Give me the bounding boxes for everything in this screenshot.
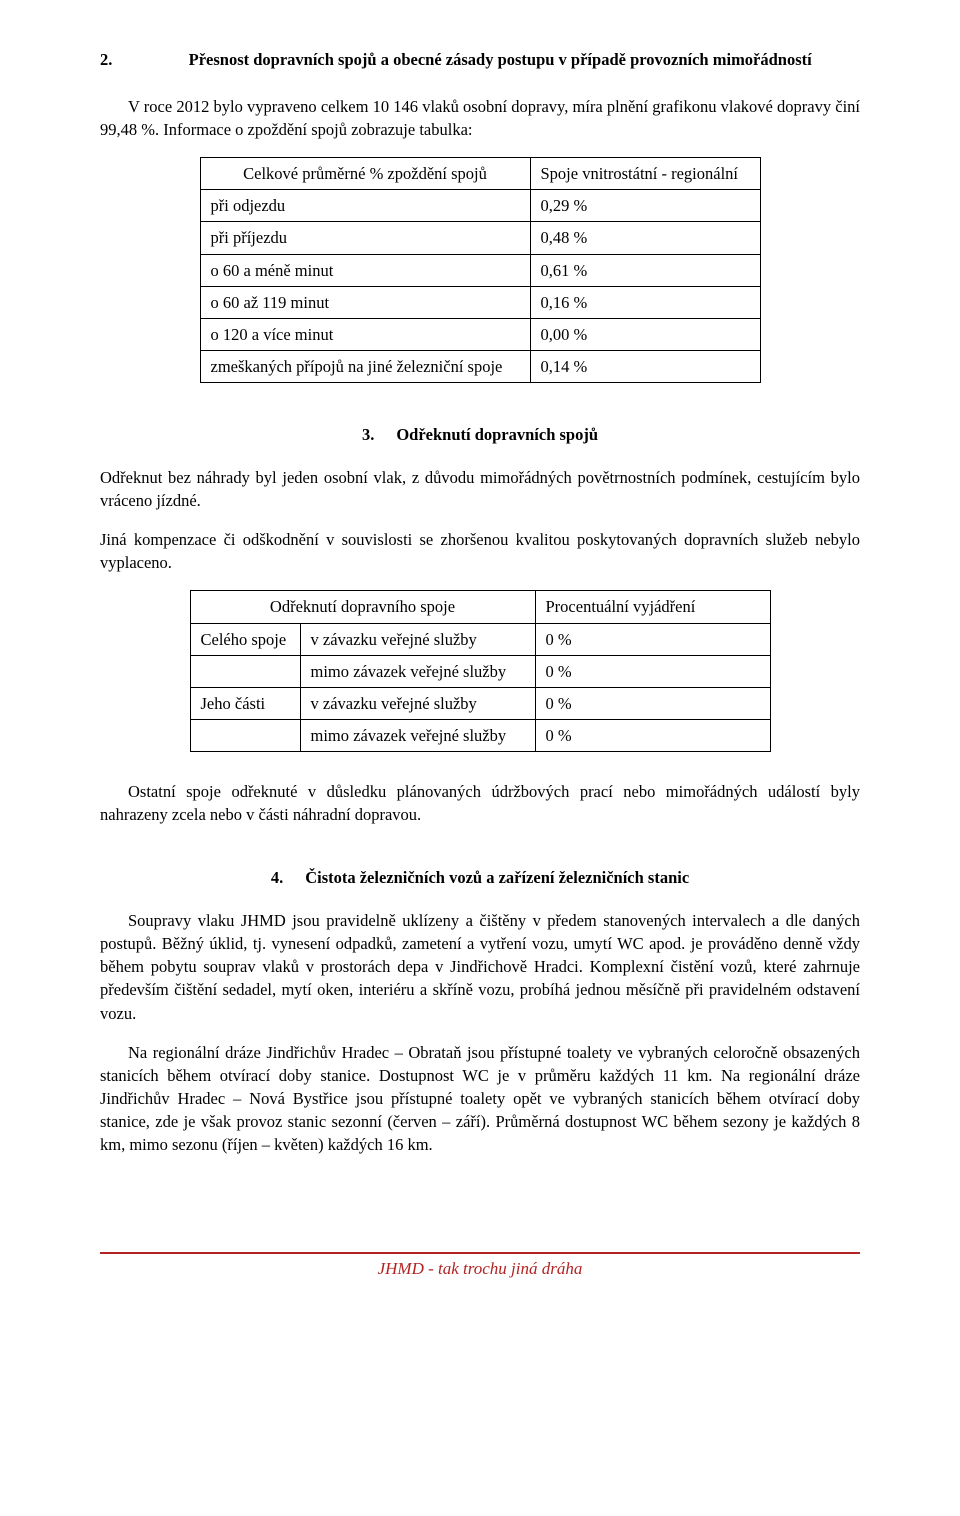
cancellation-table: Odřeknutí dopravního spoje Procentuální …	[190, 590, 771, 751]
table-row: zmeškaných přípojů na jiné železniční sp…	[200, 350, 760, 382]
delay-table-header-left: Celkové průměrné % zpoždění spojů	[200, 158, 530, 190]
section-3-paragraph-1: Odřeknut bez náhrady byl jeden osobní vl…	[100, 466, 860, 512]
table-row: Odřeknutí dopravního spoje Procentuální …	[190, 591, 770, 623]
section-2-heading: 2. Přesnost dopravních spojů a obecné zá…	[100, 48, 860, 71]
footer-text: JHMD - tak trochu jiná dráha	[378, 1259, 583, 1278]
cell: 0 %	[535, 687, 770, 719]
cell: v závazku veřejné služby	[300, 687, 535, 719]
cell-value: 0,16 %	[530, 286, 760, 318]
cell: 0 %	[535, 719, 770, 751]
table-row: mimo závazek veřejné služby 0 %	[190, 719, 770, 751]
cell: Celého spoje	[190, 623, 300, 655]
section-4-title: Čistota železničních vozů a zařízení žel…	[305, 866, 689, 889]
cell: 0 %	[535, 655, 770, 687]
delay-table-header-right: Spoje vnitrostátní - regionální	[530, 158, 760, 190]
cell-value: 0,61 %	[530, 254, 760, 286]
cell-value: 0,00 %	[530, 318, 760, 350]
section-4-heading: 4. Čistota železničních vozů a zařízení …	[100, 866, 860, 889]
cell: 0 %	[535, 623, 770, 655]
section-3-paragraph-2: Jiná kompenzace či odškodnění v souvislo…	[100, 528, 860, 574]
cell-label: zmeškaných přípojů na jiné železniční sp…	[200, 350, 530, 382]
table-row: mimo závazek veřejné služby 0 %	[190, 655, 770, 687]
table-row: Celého spoje v závazku veřejné služby 0 …	[190, 623, 770, 655]
cell	[190, 655, 300, 687]
cell-label: o 60 a méně minut	[200, 254, 530, 286]
table-row: Celkové průměrné % zpoždění spojů Spoje …	[200, 158, 760, 190]
cell: v závazku veřejné služby	[300, 623, 535, 655]
table-row: při příjezdu 0,48 %	[200, 222, 760, 254]
cancel-header-right: Procentuální vyjádření	[535, 591, 770, 623]
section-4-paragraph-2: Na regionální dráze Jindřichův Hradec – …	[100, 1041, 860, 1156]
cell-value: 0,48 %	[530, 222, 760, 254]
section-3-number: 3.	[362, 423, 374, 446]
table-row: při odjezdu 0,29 %	[200, 190, 760, 222]
cell-label: při příjezdu	[200, 222, 530, 254]
table-row: Jeho části v závazku veřejné služby 0 %	[190, 687, 770, 719]
cell	[190, 719, 300, 751]
section-2-paragraph-1: V roce 2012 bylo vypraveno celkem 10 146…	[100, 95, 860, 141]
section-4-paragraph-1: Soupravy vlaku JHMD jsou pravidelně uklí…	[100, 909, 860, 1024]
cell: mimo závazek veřejné služby	[300, 655, 535, 687]
cancel-header-mid: Odřeknutí dopravního spoje	[190, 591, 535, 623]
section-3-title: Odřeknutí dopravních spojů	[396, 423, 598, 446]
cell-label: o 120 a více minut	[200, 318, 530, 350]
cell-label: při odjezdu	[200, 190, 530, 222]
section-4-number: 4.	[271, 866, 283, 889]
cell: Jeho části	[190, 687, 300, 719]
section-2-title: Přesnost dopravních spojů a obecné zásad…	[140, 48, 860, 71]
cell-value: 0,14 %	[530, 350, 760, 382]
table-row: o 120 a více minut 0,00 %	[200, 318, 760, 350]
section-3-heading: 3. Odřeknutí dopravních spojů	[100, 423, 860, 446]
cell: mimo závazek veřejné služby	[300, 719, 535, 751]
section-3-paragraph-3: Ostatní spoje odřeknuté v důsledku pláno…	[100, 780, 860, 826]
table-row: o 60 až 119 minut 0,16 %	[200, 286, 760, 318]
page-footer: JHMD - tak trochu jiná dráha	[100, 1252, 860, 1281]
cell-label: o 60 až 119 minut	[200, 286, 530, 318]
delay-table: Celkové průměrné % zpoždění spojů Spoje …	[200, 157, 761, 383]
section-2-number: 2.	[100, 48, 112, 71]
cell-value: 0,29 %	[530, 190, 760, 222]
table-row: o 60 a méně minut 0,61 %	[200, 254, 760, 286]
